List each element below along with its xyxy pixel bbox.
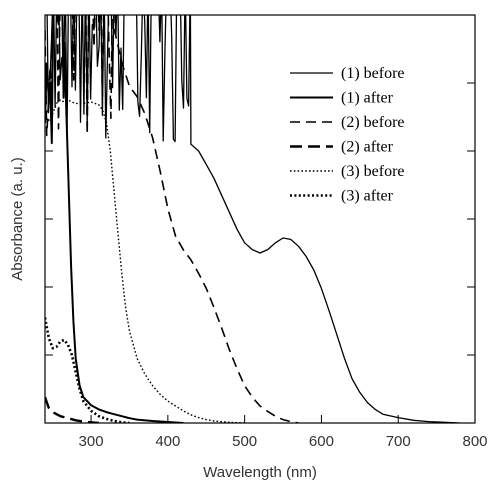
series-2-after [45,396,99,423]
legend-label: (2) after [341,139,394,156]
series-1-after [45,15,184,423]
legend-label: (2) before [341,114,405,131]
legend-label: (1) after [341,90,394,107]
legend-label: (3) after [341,188,394,205]
x-tick-label: 800 [462,433,487,450]
x-tick-label: 700 [386,433,411,450]
plot-frame [44,14,476,424]
x-axis-label: Wavelength (nm) [203,464,317,481]
y-axis-label: Absorbance (a. u.) [9,157,26,280]
legend: (1) before (1) after (2) before (2) after (3… [290,65,405,205]
x-tick-label: 300 [79,433,104,450]
legend-label: (3) before [341,163,405,180]
series-3-after [45,317,130,423]
x-tick-label: 400 [155,433,180,450]
legend-label: (1) before [341,65,405,82]
series-3-before [45,99,245,423]
x-tick-label: 600 [309,433,334,450]
x-tick-label: 500 [232,433,257,450]
series-1-before [46,15,460,423]
